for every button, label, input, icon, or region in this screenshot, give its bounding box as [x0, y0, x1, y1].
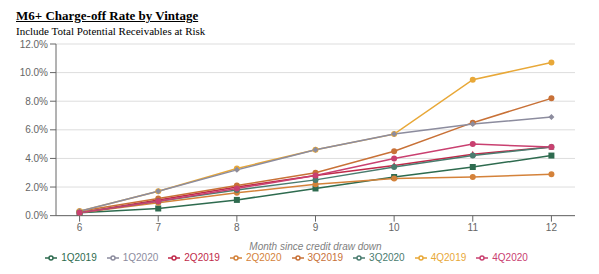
- svg-text:0.0%: 0.0%: [25, 210, 48, 221]
- html-text:3Q2020: 3Q2020: [369, 251, 405, 263]
- html-text:3Q2019: 3Q2019: [307, 251, 344, 263]
- svg-text:6: 6: [77, 222, 83, 233]
- html-text:Include Total Potential Receiv: Include Total Potential Receivables at R…: [16, 25, 206, 37]
- svg-text:Month since credit draw down: Month since credit draw down: [249, 241, 382, 252]
- svg-text:2.0%: 2.0%: [25, 182, 48, 193]
- html-text:4Q2019: 4Q2019: [430, 251, 467, 263]
- svg-text:12: 12: [546, 222, 558, 233]
- svg-text:11: 11: [468, 222, 479, 233]
- html-text:M6+ Charge-off Rate by Vintage: M6+ Charge-off Rate by Vintage: [16, 8, 199, 23]
- svg-text:9: 9: [313, 222, 319, 233]
- svg-text:6.0%: 6.0%: [25, 124, 48, 135]
- svg-text:10: 10: [389, 222, 401, 233]
- svg-text:8: 8: [234, 222, 240, 233]
- svg-text:12.0%: 12.0%: [20, 39, 48, 50]
- html-text:4Q2020: 4Q2020: [492, 251, 528, 263]
- svg-text:8.0%: 8.0%: [25, 96, 48, 107]
- svg-text:7: 7: [155, 222, 161, 233]
- html-text:2Q2020: 2Q2020: [245, 251, 282, 263]
- svg-text:4.0%: 4.0%: [25, 153, 48, 164]
- svg-text:10.0%: 10.0%: [20, 67, 48, 78]
- html-text:2Q2019: 2Q2019: [184, 251, 220, 263]
- html-text:1Q2019: 1Q2019: [61, 251, 97, 263]
- html-text:1Q2020: 1Q2020: [122, 251, 159, 263]
